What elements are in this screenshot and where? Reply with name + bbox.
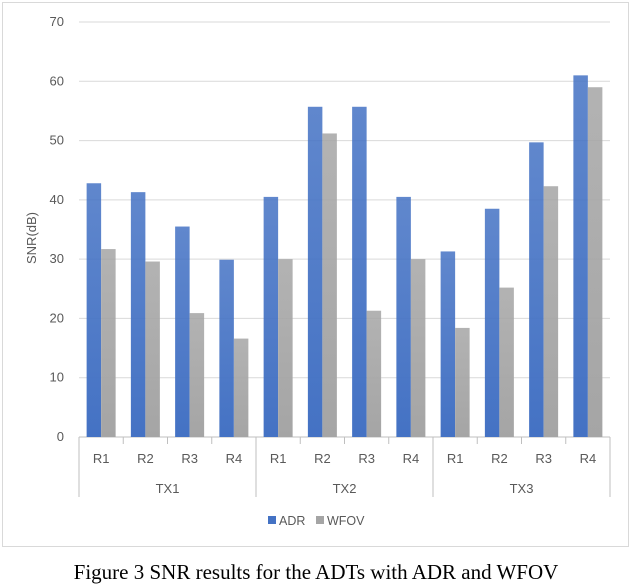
bar-adr-tx3-r1 xyxy=(440,251,456,437)
x-group-label: TX1 xyxy=(156,481,180,496)
bar-adr-tx3-r3 xyxy=(529,142,544,437)
bar-adr-tx3-r4 xyxy=(573,75,588,437)
bar-adr-tx2-r4 xyxy=(396,196,411,437)
y-axis-ticks: 0 10 20 30 40 50 60 70 xyxy=(50,14,64,444)
legend-label-adr: ADR xyxy=(279,514,305,528)
x-category-label: R4 xyxy=(580,451,597,466)
x-category-label: R4 xyxy=(403,451,420,466)
legend-swatch-adr xyxy=(268,516,276,524)
x-category-label: R3 xyxy=(535,451,552,466)
y-tick-label: 30 xyxy=(50,251,64,266)
y-tick-label: 50 xyxy=(50,133,64,148)
x-category-label: R1 xyxy=(270,451,287,466)
bar-wfov-tx2-r4 xyxy=(410,259,426,437)
y-tick-label: 10 xyxy=(50,370,64,385)
bar-wfov-tx3-r2 xyxy=(499,287,514,437)
x-category-label: R2 xyxy=(314,451,331,466)
bar-wfov-tx1-r1 xyxy=(101,249,116,437)
chart-frame xyxy=(2,2,629,547)
y-tick-label: 20 xyxy=(50,310,64,325)
y-tick-label: 0 xyxy=(57,429,64,444)
bar-adr-tx3-r2 xyxy=(484,208,500,437)
bar-adr-tx2-r3 xyxy=(352,106,367,438)
x-group-label: TX2 xyxy=(333,481,357,496)
bar-adr-tx2-r2 xyxy=(307,106,323,438)
legend-label-wfov: WFOV xyxy=(327,514,365,528)
bar-adr-tx1-r2 xyxy=(130,192,146,437)
x-category-label: R3 xyxy=(181,451,198,466)
bar-wfov-tx3-r4 xyxy=(587,87,603,437)
bars xyxy=(86,75,603,438)
bar-adr-tx2-r1 xyxy=(263,196,279,437)
bar-wfov-tx3-r3 xyxy=(543,186,559,437)
bar-wfov-tx1-r2 xyxy=(145,261,160,437)
legend-swatch-wfov xyxy=(316,516,324,524)
x-group-label: TX3 xyxy=(510,481,534,496)
figure-caption: Figure 3 SNR results for the ADTs with A… xyxy=(73,560,559,584)
x-category-label: R1 xyxy=(447,451,464,466)
y-tick-label: 60 xyxy=(50,73,64,88)
bar-adr-tx1-r3 xyxy=(175,226,190,437)
legend: ADR WFOV xyxy=(268,514,365,528)
bar-wfov-tx3-r1 xyxy=(455,327,470,437)
bar-wfov-tx1-r3 xyxy=(189,313,205,437)
x-category-label: R2 xyxy=(137,451,154,466)
y-tick-label: 70 xyxy=(50,14,64,29)
bar-wfov-tx2-r1 xyxy=(278,259,293,437)
bar-wfov-tx1-r4 xyxy=(233,338,249,437)
y-axis-label: SNR(dB) xyxy=(24,212,39,264)
bar-adr-tx1-r1 xyxy=(86,183,102,437)
x-category-label: R4 xyxy=(226,451,243,466)
bar-wfov-tx2-r3 xyxy=(366,310,382,437)
y-tick-label: 40 xyxy=(50,192,64,207)
x-category-label: R2 xyxy=(491,451,508,466)
category-axis: R1 R2 R3 R4 R1 R2 R3 R4 R1 R2 R3 R4 TX1 TX2 TX3 xyxy=(78,437,611,497)
x-category-label: R3 xyxy=(358,451,375,466)
bar-adr-tx1-r4 xyxy=(219,259,234,437)
x-category-label: R1 xyxy=(93,451,110,466)
snr-bar-chart: 0 10 20 30 40 50 60 70 SNR(dB) R1 R2 R3 R4 R1 R2 R3 R4… xyxy=(24,14,611,528)
bar-wfov-tx2-r2 xyxy=(322,133,337,437)
